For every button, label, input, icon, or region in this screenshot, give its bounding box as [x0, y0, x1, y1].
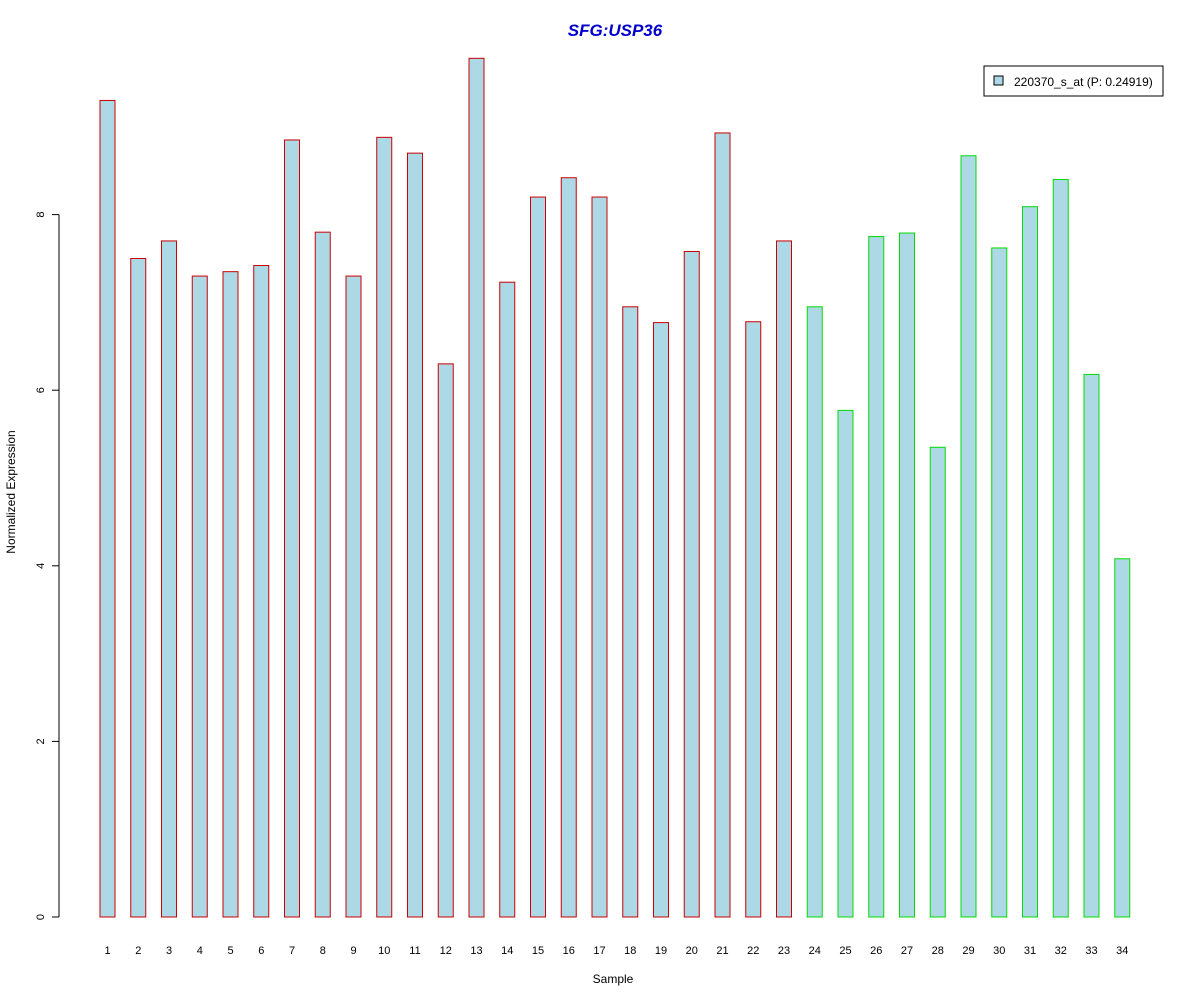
bar-sample-24 [806, 306, 823, 918]
x-axis-label: Sample [593, 972, 634, 986]
x-tick-label: 24 [809, 945, 821, 957]
x-tick-label: 14 [501, 945, 513, 957]
bar-sample-23 [776, 240, 792, 918]
x-tick-label: 22 [747, 945, 759, 957]
bar-sample-9 [345, 275, 362, 918]
bar-sample-8 [314, 231, 331, 918]
x-tick-label: 30 [993, 945, 1005, 957]
bar-sample-17 [591, 196, 608, 918]
x-tick-label: 8 [320, 945, 326, 957]
x-tick-label: 27 [901, 945, 913, 957]
bar-sample-1 [99, 99, 116, 918]
x-tick-label: 15 [532, 945, 544, 957]
bar-sample-14 [499, 281, 516, 918]
bars-group [99, 57, 1131, 918]
bar-sample-33 [1083, 373, 1100, 918]
y-tick-label: 8 [35, 212, 47, 218]
chart-title: SFG:USP36 [568, 21, 663, 40]
x-tick-label: 29 [962, 945, 974, 957]
bar-sample-7 [284, 139, 300, 918]
x-tick-label: 20 [686, 945, 698, 957]
x-tick-label: 17 [593, 945, 605, 957]
bar-sample-32 [1052, 178, 1069, 918]
x-tick-label: 26 [870, 945, 882, 957]
bar-sample-34 [1114, 558, 1131, 918]
bar-sample-10 [376, 136, 393, 918]
bar-sample-13 [468, 57, 485, 918]
bar-sample-26 [868, 236, 885, 918]
x-tick-label: 10 [378, 945, 390, 957]
bar-sample-27 [899, 232, 915, 918]
bar-sample-4 [191, 275, 208, 918]
bar-sample-28 [929, 446, 946, 918]
x-tick-label: 4 [197, 945, 203, 957]
x-tick-label: 25 [839, 945, 851, 957]
bar-sample-20 [683, 250, 700, 918]
x-tick-label: 11 [409, 945, 420, 957]
x-tick-label: 2 [135, 945, 141, 957]
bar-sample-29 [960, 155, 977, 918]
x-tick-label: 9 [350, 945, 356, 957]
legend: 220370_s_at (P: 0.24919) [983, 65, 1164, 97]
x-tick-label: 1 [104, 945, 110, 957]
x-tick-label: 7 [289, 945, 295, 957]
bar-sample-22 [745, 321, 762, 918]
bar-sample-30 [991, 247, 1008, 918]
bar-sample-6 [253, 265, 270, 918]
x-tick-label: 31 [1024, 945, 1036, 957]
x-tick-label: 6 [258, 945, 264, 957]
y-tick-label: 4 [35, 563, 47, 569]
x-tick-label: 5 [227, 945, 233, 957]
y-axis: 0 2 4 6 8 [35, 212, 60, 920]
y-tick-label: 2 [35, 738, 47, 744]
x-tick-label: 18 [624, 945, 636, 957]
x-tick-label: 3 [166, 945, 172, 957]
x-tick-label: 23 [778, 945, 790, 957]
x-tick-label: 16 [563, 945, 575, 957]
x-tick-label: 13 [470, 945, 482, 957]
x-tick-label: 19 [655, 945, 667, 957]
x-tick-label: 34 [1116, 945, 1128, 957]
bar-sample-25 [837, 409, 854, 918]
x-tick-label: 33 [1085, 945, 1097, 957]
x-tick-label: 28 [932, 945, 944, 957]
bar-sample-21 [714, 132, 731, 918]
x-tick-label: 21 [716, 945, 728, 957]
bar-sample-16 [560, 177, 577, 918]
bar-sample-11 [407, 152, 423, 918]
x-tick-label: 12 [440, 945, 452, 957]
bar-sample-18 [622, 306, 639, 918]
bar-sample-19 [653, 322, 669, 918]
legend-entry: 220370_s_at (P: 0.24919) [1014, 75, 1153, 89]
y-axis-label: Normalized Expression [4, 430, 18, 553]
bar-sample-15 [530, 196, 546, 918]
bar-sample-12 [437, 363, 454, 918]
legend-box [983, 65, 1164, 97]
bar-sample-31 [1022, 206, 1038, 918]
x-tick-label: 32 [1055, 945, 1067, 957]
bar-sample-3 [161, 240, 177, 918]
bar-sample-5 [222, 271, 239, 918]
legend-swatch [993, 75, 1004, 86]
bar-sample-2 [130, 258, 147, 918]
y-tick-label: 0 [35, 914, 47, 920]
x-tick-labels: 1 2 3 4 5 6 7 8 9 10 11 12 13 14 15 16 17 18 19 20 21 22 23 24 2… [104, 945, 1128, 957]
y-tick-label: 6 [35, 387, 47, 393]
